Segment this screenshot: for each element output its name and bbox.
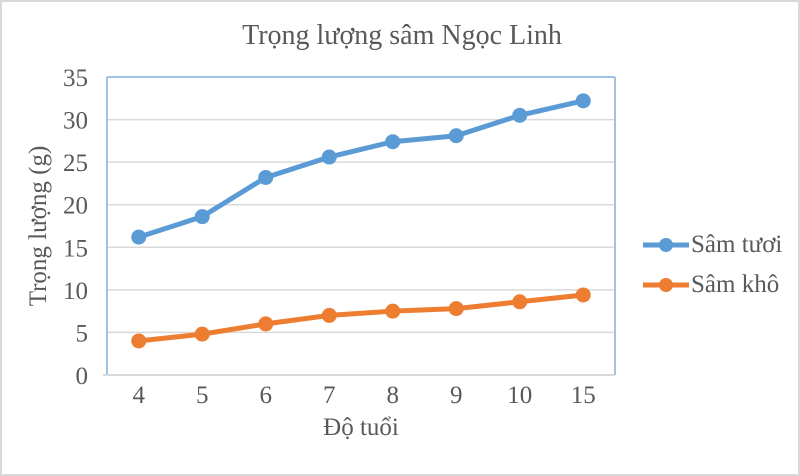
data-point xyxy=(575,93,591,109)
x-axis-title: Độ tuổi xyxy=(323,414,399,441)
x-tick-label: 15 xyxy=(571,382,596,409)
y-tick-label: 20 xyxy=(63,193,88,220)
data-point xyxy=(512,294,528,310)
y-tick-label: 10 xyxy=(63,278,88,305)
data-point xyxy=(258,169,274,185)
legend-label: Sâm tươi xyxy=(691,231,783,258)
data-point xyxy=(575,287,591,303)
data-point xyxy=(131,333,147,349)
y-axis-title: Trọng lượng (g) xyxy=(25,145,52,307)
x-tick-label: 4 xyxy=(133,382,146,409)
chart-title: Trọng lượng sâm Ngọc Linh xyxy=(242,20,562,51)
data-point xyxy=(321,307,337,323)
data-point xyxy=(321,149,337,165)
x-tick-label: 6 xyxy=(260,382,273,409)
legend-marker-icon xyxy=(643,238,689,252)
y-tick-label: 30 xyxy=(63,108,88,135)
x-tick-label: 5 xyxy=(196,382,209,409)
x-tick-label: 9 xyxy=(450,382,463,409)
data-point xyxy=(258,316,274,332)
y-tick-label: 5 xyxy=(76,320,89,347)
x-tick-label: 7 xyxy=(323,382,336,409)
legend-label: Sâm khô xyxy=(691,271,780,298)
y-tick-label: 0 xyxy=(76,363,89,390)
data-point xyxy=(448,301,464,317)
data-point xyxy=(385,134,401,150)
x-tick-label: 10 xyxy=(507,382,532,409)
series-line xyxy=(136,292,586,344)
data-point xyxy=(131,229,147,245)
legend-marker-icon xyxy=(643,278,689,292)
legend-item: Sâm tươi xyxy=(643,225,782,265)
y-tick-label: 25 xyxy=(63,150,88,177)
legend: Sâm tươi Sâm khô xyxy=(643,225,782,305)
y-tick-label: 35 xyxy=(63,65,88,92)
data-point xyxy=(385,303,401,319)
series-line xyxy=(136,98,586,240)
y-tick-label: 15 xyxy=(63,235,88,262)
data-point xyxy=(448,128,464,144)
data-point xyxy=(512,107,528,123)
x-tick-label: 8 xyxy=(387,382,400,409)
data-point xyxy=(194,326,210,342)
data-point xyxy=(194,209,210,225)
legend-item: Sâm khô xyxy=(643,265,782,305)
